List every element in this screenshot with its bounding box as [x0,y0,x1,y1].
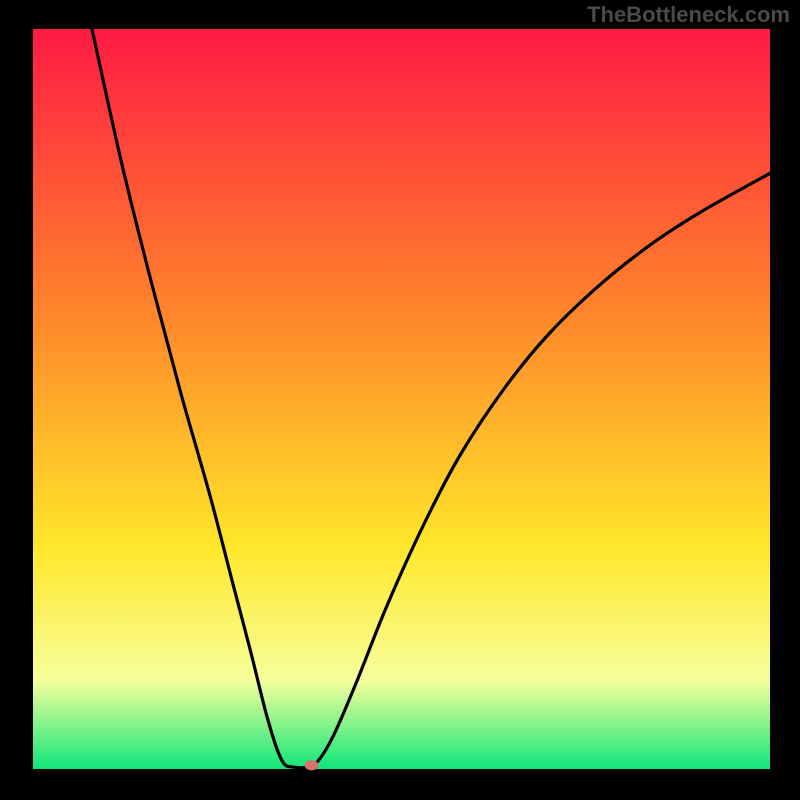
bottleneck-curve [92,29,770,768]
watermark-text: TheBottleneck.com [587,2,790,28]
plot-svg [33,29,770,769]
optimum-marker [305,760,319,770]
plot-area [33,29,770,769]
chart-container: TheBottleneck.com [0,0,800,800]
